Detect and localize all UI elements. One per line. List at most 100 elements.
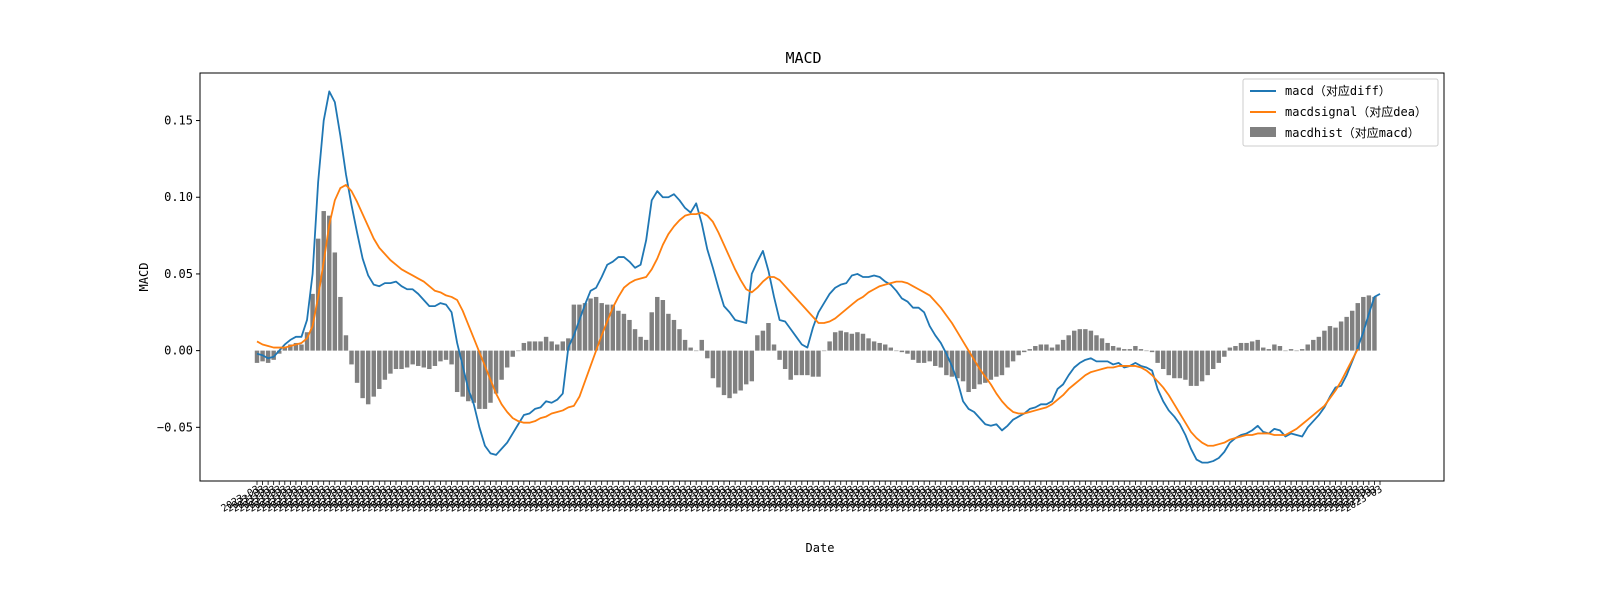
macdhist-bar bbox=[549, 341, 554, 351]
macdhist-bar bbox=[1088, 330, 1094, 351]
series-lines bbox=[256, 90, 1381, 464]
macdhist-bar bbox=[1255, 339, 1260, 351]
macdhist-bar bbox=[1210, 350, 1216, 370]
macdhist-bar bbox=[666, 313, 671, 351]
macdhist-bar bbox=[766, 323, 771, 351]
macdhist-bar bbox=[732, 350, 738, 394]
macdhist-bar bbox=[449, 350, 454, 365]
macdhist-bar bbox=[538, 341, 543, 351]
macdhist-bar bbox=[671, 319, 677, 351]
legend-label-macdhist: macdhist（对应macd） bbox=[1285, 125, 1420, 140]
macdhist-bar bbox=[655, 296, 660, 351]
macdhist-bar bbox=[293, 342, 299, 351]
macdhist-bar bbox=[1261, 347, 1266, 351]
macdhist-bar bbox=[504, 350, 510, 368]
macdhist-bar bbox=[265, 350, 271, 363]
macdhist-bar bbox=[1227, 347, 1233, 351]
macdhist-bar bbox=[277, 350, 282, 354]
macdhist-bar bbox=[771, 344, 777, 351]
macdhist-bar bbox=[616, 310, 621, 351]
plot-area bbox=[254, 90, 1381, 464]
macdhist-bar bbox=[927, 350, 932, 362]
macdhist-bar bbox=[627, 319, 632, 351]
macdhist-bar bbox=[966, 350, 971, 393]
macdhist-bar bbox=[338, 296, 343, 351]
macdhist-bar bbox=[1072, 330, 1077, 351]
macdhist-bar bbox=[871, 341, 877, 351]
macdhist-bar bbox=[705, 350, 710, 359]
macdhist-bar bbox=[427, 350, 432, 370]
macdhist-bar bbox=[510, 350, 515, 357]
macdhist-bar bbox=[810, 350, 816, 377]
macdhist-bar bbox=[1116, 347, 1121, 351]
macdhist-bar bbox=[1305, 344, 1310, 351]
macdhist-bar bbox=[838, 330, 843, 351]
macdhist-bar bbox=[327, 215, 332, 351]
macdhist-bar bbox=[882, 344, 888, 351]
macdhist-bar bbox=[899, 350, 905, 353]
macdhist-bar bbox=[1233, 346, 1238, 351]
macdhist-bar bbox=[1133, 346, 1138, 351]
macdhist-bar bbox=[888, 347, 893, 351]
macdhist-bar bbox=[1283, 350, 1288, 352]
macdhist-bar bbox=[1144, 350, 1149, 352]
macdhist-bar bbox=[1077, 329, 1083, 351]
y-tick-label: 0.15 bbox=[164, 114, 193, 128]
macdhist-bar bbox=[916, 350, 921, 363]
macdhist-bar bbox=[777, 350, 782, 360]
macdhist-bar bbox=[421, 350, 427, 368]
macdhist-bar bbox=[782, 350, 788, 370]
macdhist-bar bbox=[1149, 350, 1155, 353]
macdhist-bar bbox=[1027, 349, 1032, 351]
macdhist-bar bbox=[866, 338, 871, 351]
macdhist-bar bbox=[393, 350, 399, 370]
macdhist-bar bbox=[760, 330, 766, 351]
macdhist-bar bbox=[304, 332, 310, 351]
macdhist-bar bbox=[894, 350, 899, 352]
macdhist-bar bbox=[1066, 335, 1071, 351]
macdhist-bar bbox=[543, 336, 549, 351]
macdhist-bar bbox=[343, 335, 349, 351]
macdhist-bar bbox=[794, 350, 799, 376]
macdhist-bar bbox=[849, 333, 855, 351]
macdhist-bar bbox=[1299, 349, 1305, 351]
macdhist-bar bbox=[1266, 349, 1272, 351]
macdhist-bar bbox=[471, 350, 477, 403]
macdhist-bar bbox=[844, 332, 849, 351]
macdhist-bar bbox=[1177, 350, 1183, 379]
macdhist-bar bbox=[827, 341, 832, 351]
macdhist-bar bbox=[1194, 350, 1199, 386]
macdhist-bar bbox=[404, 350, 410, 368]
macdhist-bar bbox=[1099, 338, 1105, 351]
macdhist-bar bbox=[377, 350, 382, 389]
macdhist-bar bbox=[1127, 349, 1133, 351]
macdhist-bar bbox=[643, 339, 649, 351]
macdhist-bar bbox=[716, 350, 721, 388]
macdhist-bar bbox=[1288, 349, 1294, 351]
macdhist-bar bbox=[1110, 346, 1116, 351]
legend-swatch-macdhist bbox=[1250, 127, 1276, 137]
macdhist-bar bbox=[482, 350, 488, 409]
macdhist-bar bbox=[1361, 296, 1366, 351]
macdhist-bar bbox=[593, 296, 599, 351]
macdhist-bar bbox=[460, 350, 465, 397]
macdhist-bar bbox=[921, 350, 927, 363]
macdhist-bar bbox=[755, 335, 760, 351]
macdhist-bar bbox=[933, 350, 938, 366]
macdhist-bar bbox=[360, 350, 365, 399]
macdhist-bar bbox=[1166, 350, 1171, 376]
macdhist-bar bbox=[349, 350, 354, 365]
macdhist-bar bbox=[877, 342, 882, 351]
macdhist-bar bbox=[1311, 339, 1316, 351]
macdhist-bar bbox=[254, 350, 260, 363]
macdhist-bar bbox=[960, 350, 966, 382]
y-axis-label: MACD bbox=[137, 263, 151, 292]
macdhist-bar bbox=[1044, 344, 1049, 351]
macdhist-bar bbox=[799, 350, 805, 376]
macdhist-bar bbox=[1122, 349, 1127, 351]
plot-frame bbox=[199, 72, 1445, 482]
macdhist-bar bbox=[454, 350, 460, 393]
x-axis: 2023-032023-032023-032023-032023-032023-… bbox=[219, 481, 1385, 515]
macdhist-bar bbox=[660, 300, 666, 351]
macdhist-bar bbox=[999, 350, 1005, 376]
